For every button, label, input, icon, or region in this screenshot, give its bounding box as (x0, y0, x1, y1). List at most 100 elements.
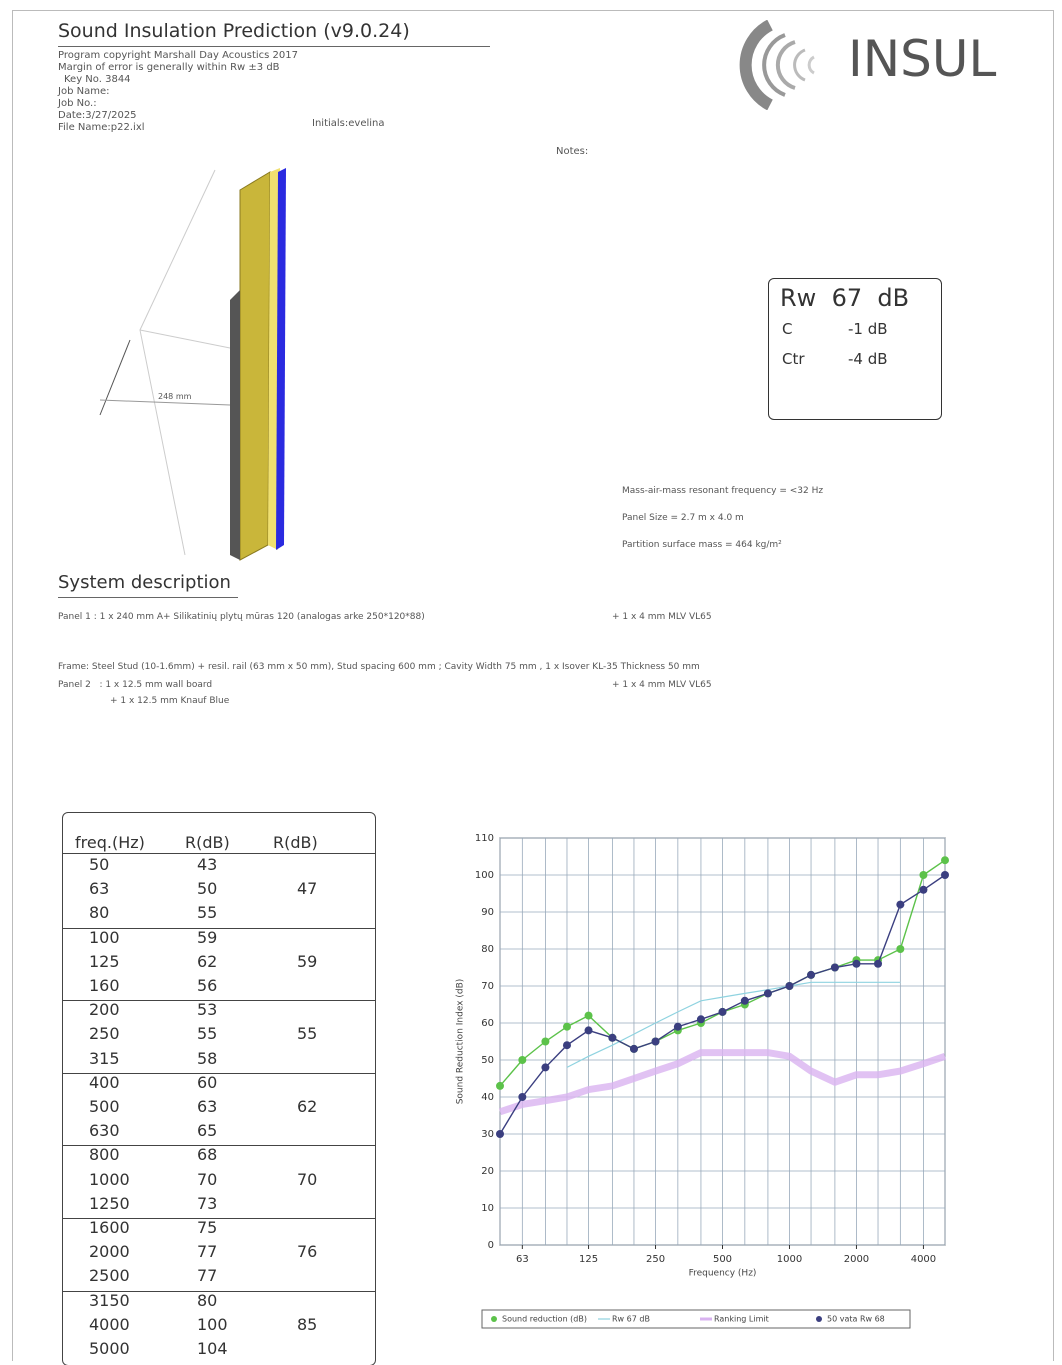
marker (518, 1056, 527, 1064)
x-axis-label: Frequency (Hz) (689, 1269, 757, 1279)
freq-cell: 125 (89, 951, 120, 971)
marker (541, 1037, 550, 1046)
marker (941, 871, 949, 879)
y-tick-label: 50 (481, 1055, 494, 1066)
group-rule (63, 1000, 375, 1002)
freq-cell: 160 (89, 976, 120, 995)
r-cell: 50 (197, 879, 218, 899)
y-tick-label: 20 (481, 1166, 494, 1177)
x-tick-label: 4000 (911, 1254, 936, 1265)
ctr-label: Ctr (782, 350, 805, 368)
marker (852, 959, 861, 968)
y-tick-label: 70 (481, 981, 494, 992)
marker (740, 996, 749, 1005)
freq-cell: 100 (89, 927, 120, 947)
notes: Notes: (556, 146, 589, 157)
r-cell: 60 (197, 1072, 218, 1092)
octave-cell: 62 (297, 1097, 318, 1116)
freq-cell: 250 (89, 1024, 120, 1044)
octave-cell: 70 (297, 1169, 318, 1189)
header-line: File Name:p22.ixl (58, 122, 145, 133)
marker (496, 1130, 504, 1138)
page-frame (12, 10, 1054, 1361)
r-cell: 68 (197, 1145, 218, 1165)
r-cell: 56 (197, 976, 218, 995)
octave-cell: 85 (297, 1314, 318, 1334)
legend-label: Sound reduction (dB) (502, 1315, 587, 1324)
freq-cell: 2000 (89, 1242, 130, 1262)
x-tick-label: 250 (646, 1254, 665, 1265)
initials: Initials:evelina (312, 118, 385, 129)
logo-icon (739, 20, 815, 110)
marker (718, 1007, 727, 1016)
marker (518, 1093, 527, 1101)
y-tick-label: 80 (481, 944, 494, 955)
r-cell: 75 (197, 1218, 218, 1237)
freq-cell: 200 (89, 1000, 120, 1020)
marker (830, 963, 839, 972)
r-cell: 100 (197, 1314, 228, 1334)
panel2: Panel 2 : 1 x 12.5 mm wall board (58, 680, 213, 690)
freq-cell: 4000 (89, 1314, 130, 1334)
header-line: Margin of error is generally within Rw ±… (58, 62, 280, 73)
marker (584, 1011, 593, 1020)
frame: Frame: Steel Stud (10-1.6mm) + resil. ra… (58, 662, 700, 672)
marker (785, 982, 794, 990)
y-tick-label: 100 (475, 870, 494, 881)
group-rule (63, 927, 375, 929)
r-cell: 65 (197, 1121, 218, 1141)
marker (919, 885, 928, 894)
marker (807, 970, 816, 979)
freq-cell: 50 (89, 855, 110, 874)
property: Partition surface mass = 464 kg/m² (622, 540, 782, 550)
table-header: R(dB) (273, 833, 318, 852)
marker (584, 1026, 593, 1035)
wall-drawing (99, 168, 286, 561)
header-line: Key No. 3844 (64, 74, 131, 85)
marker (896, 900, 905, 909)
freq-cell: 1250 (89, 1193, 130, 1213)
freq-cell: 630 (89, 1121, 120, 1141)
marker (919, 871, 928, 879)
x-tick-label: 63 (516, 1254, 529, 1265)
marker (696, 1015, 705, 1024)
table: freq.(Hz) R(dB) R(dB) 50 43 63 50 80 55 47 100 59 12… (62, 812, 376, 1365)
r-cell: 70 (197, 1169, 218, 1189)
legend-marker (491, 1316, 497, 1322)
marker (874, 959, 883, 968)
property: Panel Size = 2.7 m x 4.0 m (622, 513, 744, 523)
group-rule (63, 1290, 375, 1292)
y-tick-label: 40 (481, 1092, 494, 1103)
y-tick-label: 30 (481, 1129, 494, 1140)
r-cell: 55 (197, 903, 218, 923)
legend-label: Rw 67 dB (612, 1315, 650, 1324)
marker (629, 1044, 638, 1053)
freq-cell: 3150 (89, 1290, 130, 1310)
x-tick-label: 2000 (844, 1254, 869, 1265)
freq-cell: 2500 (89, 1266, 130, 1286)
r-cell: 80 (197, 1290, 218, 1310)
logo-text: INSUL (848, 30, 997, 88)
marker (941, 856, 949, 865)
freq-cell: 80 (89, 903, 110, 923)
y-axis-label: Sound Reduction Index (dB) (456, 979, 466, 1105)
octave-cell: 55 (297, 1024, 318, 1044)
chart: 0 10 20 30 40 50 60 70 80 90 100 110 63 125 250 500 1000… (456, 833, 949, 1329)
marker (608, 1033, 617, 1042)
r-cell: 62 (197, 951, 218, 971)
legend-label: Ranking Limit (714, 1315, 769, 1324)
freq-cell: 63 (89, 879, 110, 899)
r-cell: 43 (197, 855, 218, 874)
y-tick-label: 0 (488, 1240, 494, 1251)
dimension: 248 mm (158, 392, 192, 401)
x-tick-label: 125 (579, 1254, 598, 1265)
r-cell: 73 (197, 1193, 218, 1213)
rating-box (768, 278, 942, 420)
marker (763, 989, 772, 998)
header-line: Job No.: (58, 98, 97, 109)
r-cell: 53 (197, 1000, 218, 1020)
legend-marker (816, 1316, 822, 1322)
freq-cell: 315 (89, 1048, 120, 1068)
panel1-extra: + 1 x 4 mm MLV VL65 (612, 612, 712, 622)
c-value: -1 dB (848, 320, 888, 338)
